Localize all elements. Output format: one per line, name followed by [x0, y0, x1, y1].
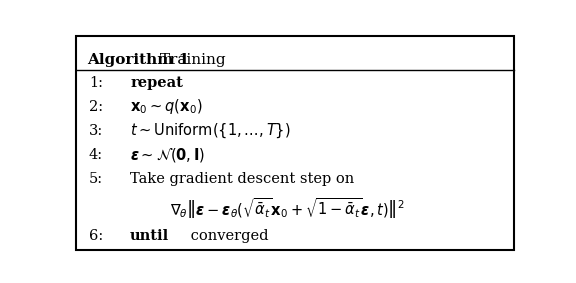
Text: Training: Training — [154, 53, 225, 67]
Text: converged: converged — [186, 229, 268, 243]
Text: $\boldsymbol{\epsilon} \sim \mathcal{N}(\mathbf{0}, \mathbf{I})$: $\boldsymbol{\epsilon} \sim \mathcal{N}(… — [130, 146, 205, 164]
Text: $\mathbf{x}_0 \sim q(\mathbf{x}_0)$: $\mathbf{x}_0 \sim q(\mathbf{x}_0)$ — [130, 97, 203, 117]
Text: repeat: repeat — [130, 76, 183, 90]
Text: 1:: 1: — [89, 76, 103, 90]
Text: until: until — [130, 229, 169, 243]
Text: 2:: 2: — [89, 100, 103, 114]
FancyBboxPatch shape — [77, 36, 514, 250]
Text: 6:: 6: — [89, 229, 103, 243]
Text: $\nabla_\theta \left\| \boldsymbol{\epsilon} - \boldsymbol{\epsilon}_\theta(\sqr: $\nabla_\theta \left\| \boldsymbol{\epsi… — [170, 197, 405, 222]
Text: 4:: 4: — [89, 148, 103, 162]
Text: Take gradient descent step on: Take gradient descent step on — [130, 172, 354, 186]
Text: $t \sim \mathrm{Uniform}(\{1, \ldots, T\})$: $t \sim \mathrm{Uniform}(\{1, \ldots, T\… — [130, 122, 291, 140]
Text: 3:: 3: — [89, 124, 103, 138]
Text: Algorithm 1: Algorithm 1 — [88, 53, 190, 67]
Text: 5:: 5: — [89, 172, 103, 186]
